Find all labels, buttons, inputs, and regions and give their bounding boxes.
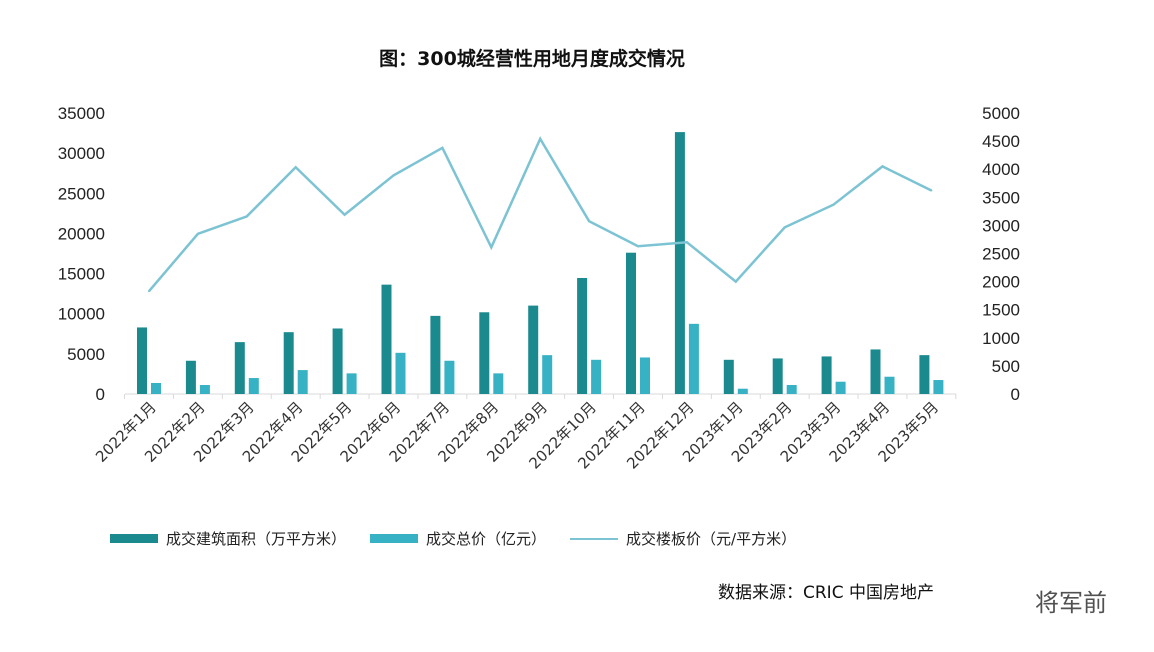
legend-item-price: 成交楼板价（元/平方米）	[570, 528, 796, 549]
bar-area	[479, 312, 490, 394]
right-tick-label: 1000	[982, 329, 1020, 348]
right-tick-label: 3500	[982, 188, 1020, 207]
line-point	[685, 241, 688, 244]
line-point	[783, 226, 786, 229]
right-tick-label: 3000	[982, 216, 1020, 235]
bar-total	[542, 355, 553, 394]
bar-total	[737, 388, 748, 394]
right-tick-label: 4500	[982, 132, 1020, 151]
bar-area	[381, 284, 392, 394]
line-point	[294, 166, 297, 169]
bar-area	[870, 349, 881, 394]
bar-total	[493, 373, 504, 394]
left-tick-label: 15000	[58, 265, 105, 284]
line-point	[148, 290, 150, 293]
watermark: 将军前	[1035, 589, 1107, 617]
line-point	[930, 189, 933, 192]
bar-total	[151, 383, 161, 394]
left-tick-label: 10000	[58, 305, 105, 324]
bar-area	[723, 359, 734, 394]
line-point	[832, 203, 835, 206]
bar-area	[626, 252, 636, 394]
bar-area	[674, 132, 685, 394]
left-tick-label: 20000	[58, 224, 105, 243]
bar-total	[688, 323, 699, 394]
bar-area	[185, 360, 196, 394]
bar-total	[933, 380, 944, 394]
line-price	[148, 136, 932, 292]
bar-total	[640, 357, 650, 394]
bar-total	[248, 378, 259, 394]
bar-total	[786, 385, 797, 394]
bar-area	[528, 305, 539, 394]
legend-swatch-price	[570, 537, 619, 540]
bar-area	[283, 332, 294, 394]
legend-item-total: 成交总价（亿元）	[370, 528, 546, 549]
bar-area	[332, 328, 343, 394]
right-tick-label: 2000	[982, 273, 1020, 292]
bar-area	[821, 356, 832, 394]
line-point	[588, 220, 591, 223]
line-point	[441, 146, 444, 149]
line-point	[881, 165, 884, 168]
bar-area	[137, 327, 147, 394]
legend-swatch-total	[370, 534, 419, 543]
left-tick-label: 25000	[58, 184, 105, 203]
line-point	[637, 245, 639, 248]
right-tick-label: 2500	[982, 245, 1020, 264]
left-tick-label: 5000	[67, 345, 105, 364]
legend-item-area: 成交建筑面积（万平方米）	[110, 528, 346, 549]
bar-total	[835, 381, 846, 394]
chart-title: 图：300城经营性用地月度成交情况	[379, 48, 685, 70]
line-point	[539, 137, 542, 140]
right-tick-label: 5000	[982, 104, 1020, 123]
bar-area	[577, 277, 588, 394]
left-tick-label: 35000	[58, 104, 105, 123]
legend: 成交建筑面积（万平方米） 成交总价（亿元） 成交楼板价（元/平方米）	[110, 528, 820, 549]
line-point	[343, 213, 346, 216]
bar-area	[430, 315, 441, 394]
source-note: 数据来源：CRIC 中国房地产	[718, 583, 934, 603]
legend-label-area: 成交建筑面积（万平方米）	[166, 530, 347, 548]
legend-label-price: 成交楼板价（元/平方米）	[626, 530, 797, 548]
line-point	[490, 246, 493, 249]
bar-area	[919, 355, 930, 394]
line-point	[734, 280, 737, 283]
bar-area	[234, 342, 245, 394]
line-point	[196, 232, 199, 235]
right-tick-label: 4000	[982, 160, 1020, 179]
legend-swatch-area	[110, 534, 158, 543]
legend-label-total: 成交总价（亿元）	[426, 530, 547, 548]
bar-total	[297, 370, 308, 394]
left-tick-label: 30000	[58, 144, 105, 163]
bar-total	[591, 359, 602, 394]
bar-total	[884, 376, 895, 394]
right-tick-label: 500	[992, 357, 1020, 376]
bar-area	[772, 358, 783, 394]
left-tick-label: 0	[96, 385, 105, 404]
bar-total	[199, 385, 210, 394]
line-point	[245, 215, 248, 218]
line-point	[392, 174, 395, 177]
right-tick-label: 1500	[982, 301, 1020, 320]
bar-total	[346, 373, 357, 394]
bar-total	[444, 360, 455, 394]
right-tick-label: 0	[1011, 385, 1020, 404]
bar-total	[395, 352, 406, 394]
